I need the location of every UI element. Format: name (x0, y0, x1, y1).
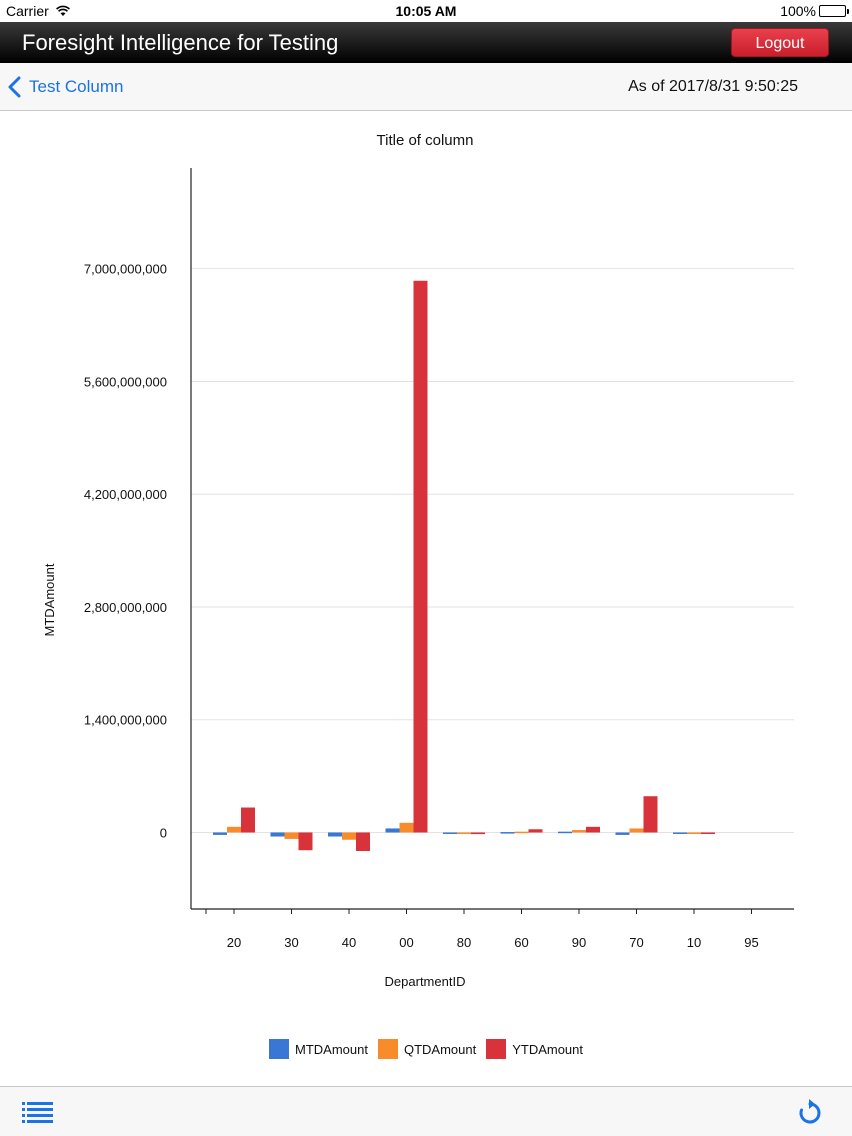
bar-qtdamount-00[interactable] (399, 822, 414, 833)
y-axis-label: MTDAmount (42, 563, 57, 636)
app-title: Foresight Intelligence for Testing (22, 30, 339, 55)
bar-qtdamount-10[interactable] (687, 832, 701, 834)
carrier-label: Carrier (6, 3, 49, 19)
y-tick-label: 1,400,000,000 (84, 713, 167, 728)
bar-qtdamount-70[interactable] (629, 828, 644, 833)
app-header: Foresight Intelligence for Testing Logou… (0, 22, 852, 63)
bar-ytdamount-80[interactable] (471, 832, 485, 835)
chevron-left-icon (8, 76, 21, 98)
x-tick-label: 20 (227, 935, 241, 950)
bar-qtdamount-40[interactable] (342, 832, 356, 840)
legend-label-ytd: YTDAmount (512, 1041, 584, 1057)
bar-mtdamount-60[interactable] (500, 832, 515, 834)
x-tick-label: 70 (629, 935, 643, 950)
chart-title: Title of column (377, 132, 474, 149)
chart-area: Title of column 0 1,400,000,000 2,800,000,… (0, 112, 852, 1086)
bar-qtdamount-30[interactable] (284, 832, 299, 839)
x-tick-label: 40 (342, 935, 356, 950)
bar-mtdamount-40[interactable] (328, 832, 342, 837)
bar-mtdamount-10[interactable] (673, 832, 687, 834)
bar-mtdamount-00[interactable] (385, 828, 400, 833)
bar-qtdamount-80[interactable] (457, 832, 471, 834)
bar-ytdamount-90[interactable] (586, 826, 600, 833)
bar-mtdamount-90[interactable] (558, 831, 572, 834)
bar-ytdamount-60[interactable] (528, 829, 543, 833)
as-of-timestamp: As of 2017/8/31 9:50:25 (628, 78, 798, 95)
y-tick-label: 4,200,000,000 (84, 487, 167, 502)
bottom-toolbar (0, 1086, 852, 1136)
battery-icon (819, 5, 849, 17)
battery-percent: 100% (780, 3, 816, 19)
chart-legend: MTDAmount QTDAmount YTDAmount (0, 1038, 852, 1060)
bar-ytdamount-20[interactable] (241, 807, 255, 833)
bar-ytdamount-00[interactable] (413, 280, 428, 833)
legend-item-ytd[interactable]: YTDAmount (486, 1039, 583, 1059)
bar-qtdamount-60[interactable] (514, 831, 529, 834)
list-icon (22, 1102, 53, 1123)
y-tick-label: 0 (160, 825, 167, 840)
y-tick-label: 5,600,000,000 (84, 374, 167, 389)
bar-ytdamount-10[interactable] (701, 832, 715, 834)
legend-swatch-qtd (377, 1039, 398, 1059)
x-tick-label: 00 (399, 935, 413, 950)
wifi-icon (56, 4, 70, 20)
column-chart: Title of column 0 1,400,000,000 2,800,000,… (42, 132, 794, 989)
x-tick-label: 30 (284, 935, 298, 950)
x-tick-label: 10 (687, 935, 701, 950)
back-button-label: Test Column (29, 77, 124, 96)
refresh-icon (799, 1099, 821, 1124)
bar-ytdamount-70[interactable] (643, 796, 658, 833)
x-tick-label: 80 (457, 935, 471, 950)
x-tick-label: 90 (572, 935, 586, 950)
bar-mtdamount-30[interactable] (270, 832, 285, 837)
bar-qtdamount-20[interactable] (227, 826, 241, 833)
menu-button[interactable] (22, 1101, 54, 1123)
bar-mtdamount-70[interactable] (615, 832, 630, 835)
logout-button[interactable]: Logout (731, 28, 829, 57)
legend-label-qtd: QTDAmount (403, 1041, 477, 1057)
back-button[interactable]: Test Column (8, 76, 123, 98)
legend-item-mtd[interactable]: MTDAmount (268, 1039, 368, 1059)
legend-swatch-mtd (268, 1039, 289, 1059)
bar-ytdamount-40[interactable] (356, 832, 370, 852)
navigation-bar: Test Column As of 2017/8/31 9:50:25 (0, 63, 852, 111)
bar-qtdamount-90[interactable] (572, 830, 586, 833)
legend-item-qtd[interactable]: QTDAmount (377, 1039, 477, 1059)
legend-swatch-ytd (486, 1039, 507, 1059)
refresh-button[interactable] (798, 1099, 822, 1125)
bar-ytdamount-30[interactable] (298, 832, 313, 851)
x-axis-label: DepartmentID (385, 974, 466, 989)
bar-mtdamount-20[interactable] (213, 832, 227, 835)
status-bar: Carrier 10:05 AM 100% (0, 0, 852, 22)
legend-label-mtd: MTDAmount (294, 1041, 368, 1057)
clock: 10:05 AM (395, 3, 457, 19)
bar-mtdamount-80[interactable] (443, 832, 457, 834)
y-tick-label: 2,800,000,000 (84, 600, 167, 615)
y-tick-label: 7,000,000,000 (84, 262, 167, 277)
x-tick-label: 95 (744, 935, 758, 950)
x-tick-label: 60 (514, 935, 528, 950)
